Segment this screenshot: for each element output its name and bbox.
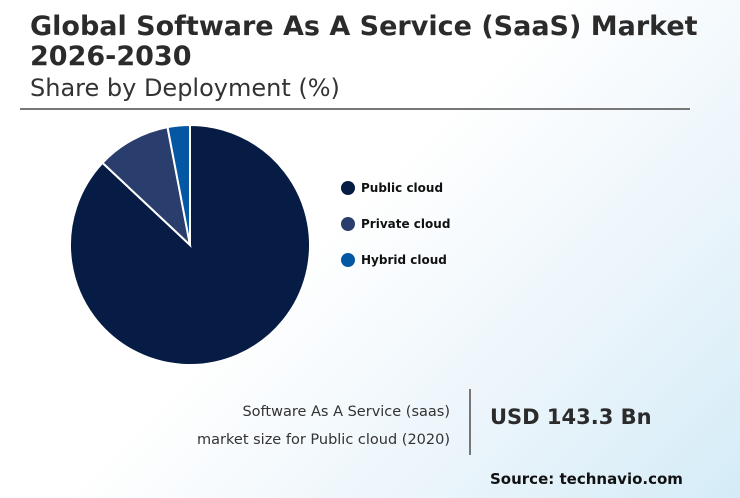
kpi-label: Software As A Service (saas) market size… [197,398,450,454]
legend-swatch-public-cloud [341,181,355,195]
pie-slice-public-cloud [69,123,311,366]
legend-label-public-cloud: Public cloud [361,181,444,195]
chart-title: Global Software As A Service (SaaS) Mark… [30,11,698,72]
legend-label-hybrid-cloud: Hybrid cloud [361,253,447,267]
kpi-value: USD 143.3 Bn [490,405,652,429]
kpi-label-line1: Software As A Service (saas) [242,404,450,420]
kpi-divider [469,389,471,455]
legend: Public cloud Private cloud Hybrid cloud [341,170,450,278]
legend-swatch-hybrid-cloud [341,253,355,267]
legend-item-public-cloud: Public cloud [341,170,450,206]
pie-chart [69,123,311,366]
legend-label-private-cloud: Private cloud [361,217,451,231]
chart-subtitle: Share by Deployment (%) [30,74,340,102]
pie-slice-hybrid-cloud [166,123,191,246]
source-note: Source: technavio.com [490,470,683,488]
legend-item-private-cloud: Private cloud [341,206,450,242]
title-divider [20,108,690,110]
kpi-label-line2: market size for Public cloud (2020) [197,432,450,448]
legend-item-hybrid-cloud: Hybrid cloud [341,242,450,278]
legend-swatch-private-cloud [341,217,355,231]
pie-slice-private-cloud [101,125,192,248]
